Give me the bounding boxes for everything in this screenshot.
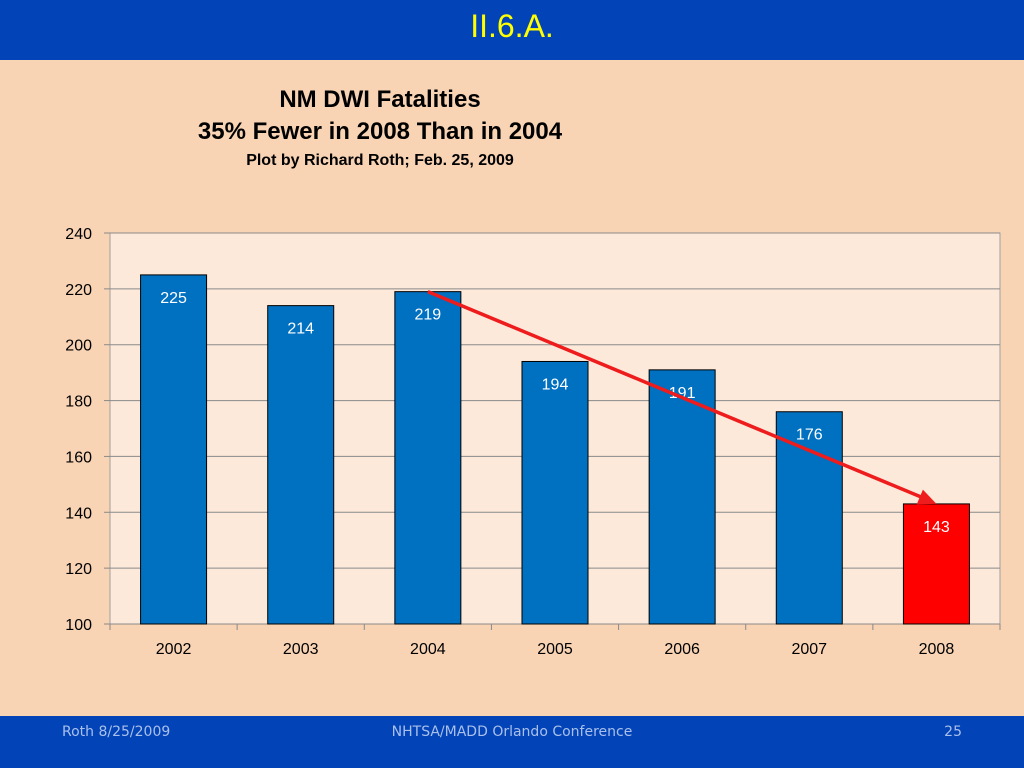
bar-2005	[521, 360, 589, 625]
y-tick-label: 200	[65, 338, 92, 355]
x-tick-label-2008: 2008	[919, 641, 955, 658]
y-tick-label: 220	[65, 282, 92, 299]
x-tick-label-2007: 2007	[791, 641, 827, 658]
bar-2002	[140, 274, 208, 625]
data-label-2003: 214	[287, 321, 314, 338]
x-tick-label-2004: 2004	[410, 641, 446, 658]
chart-credit: Plot by Richard Roth; Feb. 25, 2009	[246, 152, 514, 169]
bar-2004	[394, 291, 462, 625]
title-bar	[0, 0, 1024, 60]
chart-title: NM DWI Fatalities	[279, 86, 481, 113]
bar-2006	[648, 369, 716, 625]
footer-author-date: Roth 8/25/2009	[62, 724, 171, 740]
data-label-2004: 219	[415, 307, 442, 324]
y-tick-label: 120	[65, 561, 92, 578]
x-tick-label-2005: 2005	[537, 641, 573, 658]
y-tick-label: 140	[65, 505, 92, 522]
bar-2003	[267, 305, 335, 625]
x-tick-label-2006: 2006	[664, 641, 700, 658]
data-label-2005: 194	[542, 376, 569, 393]
trend-arrow-head	[916, 489, 937, 505]
y-tick-label: 180	[65, 394, 92, 411]
data-label-2002: 225	[160, 290, 187, 307]
y-tick-label: 160	[65, 449, 92, 466]
footer-page-number: 25	[944, 724, 962, 740]
y-tick-label: 240	[65, 226, 92, 243]
chart-subtitle: 35% Fewer in 2008 Than in 2004	[197, 118, 563, 145]
data-label-2008: 143	[923, 519, 950, 536]
y-tick-label: 100	[65, 617, 92, 634]
x-tick-label-2003: 2003	[283, 641, 319, 658]
slide-id-label: II.6.A.	[470, 8, 554, 44]
bar-2007	[775, 411, 843, 625]
x-tick-label-2002: 2002	[156, 641, 192, 658]
data-label-2007: 176	[796, 427, 823, 444]
footer-bar	[0, 716, 1024, 768]
trend-arrow-line	[427, 290, 932, 503]
footer-conference: NHTSA/MADD Orlando Conference	[391, 724, 633, 740]
data-label-2006: 191	[669, 385, 696, 402]
